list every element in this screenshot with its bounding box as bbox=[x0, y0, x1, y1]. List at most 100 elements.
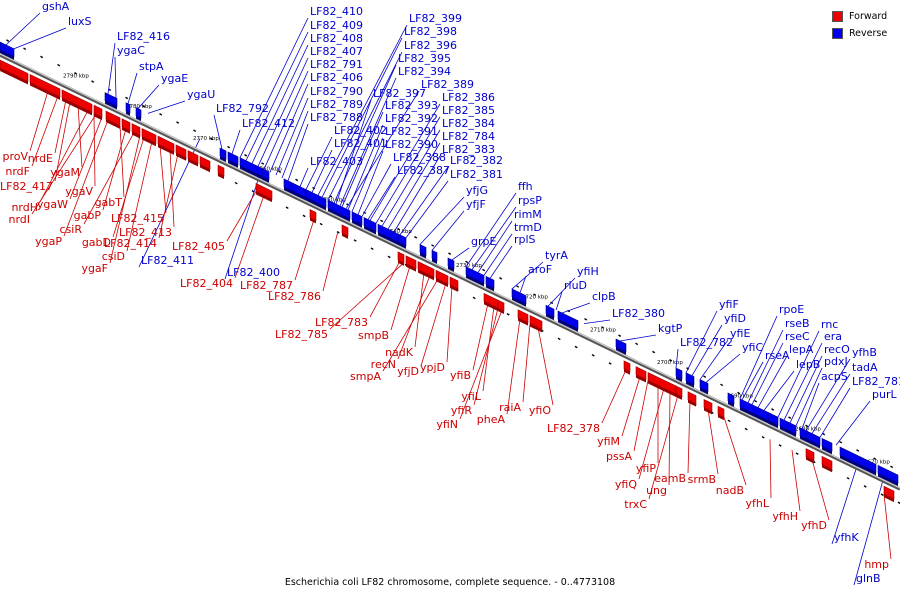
forward-gene-label[interactable]: ygaP bbox=[35, 235, 62, 248]
reverse-gene-label[interactable]: yfiF bbox=[719, 298, 739, 311]
forward-gene-label[interactable]: LF82_414 bbox=[104, 237, 157, 250]
reverse-gene-label[interactable]: LF82_391 bbox=[385, 125, 438, 138]
reverse-gene-label[interactable]: LF82_790 bbox=[310, 85, 363, 98]
reverse-gene-label[interactable]: yfhK bbox=[834, 531, 859, 544]
forward-gene-label[interactable]: ygaW bbox=[37, 198, 68, 211]
forward-gene-label[interactable]: hmp bbox=[864, 558, 889, 571]
forward-gene-label[interactable]: gabT bbox=[95, 196, 123, 209]
forward-gene-label[interactable]: yfiP bbox=[636, 462, 656, 475]
forward-gene-label[interactable]: raiA bbox=[499, 401, 521, 414]
forward-gene-label[interactable]: csiR bbox=[60, 223, 83, 236]
reverse-gene-label[interactable]: rseB bbox=[785, 317, 810, 330]
reverse-gene-label[interactable]: recO bbox=[824, 343, 850, 356]
reverse-gene-label[interactable]: yfiD bbox=[724, 312, 746, 325]
forward-gene-label[interactable]: eamB bbox=[654, 472, 686, 485]
forward-gene-label[interactable]: yfhL bbox=[746, 497, 770, 510]
reverse-gene-label[interactable]: LF82_382 bbox=[450, 154, 503, 167]
reverse-gene-label[interactable]: ffh bbox=[518, 180, 533, 193]
forward-gene-label[interactable]: nadK bbox=[385, 346, 414, 359]
forward-gene-label[interactable]: smpB bbox=[358, 329, 389, 342]
reverse-gene-label[interactable]: rplS bbox=[514, 233, 536, 246]
reverse-gene-label[interactable]: LF82_782 bbox=[680, 336, 733, 349]
reverse-gene-label[interactable]: LF82_781 bbox=[852, 375, 900, 388]
forward-gene-label[interactable]: yfiN bbox=[436, 418, 458, 431]
forward-gene-label[interactable]: ygaV bbox=[65, 185, 93, 198]
forward-gene-label[interactable]: yfiL bbox=[461, 390, 481, 403]
reverse-gene-label[interactable]: LF82_393 bbox=[385, 99, 438, 112]
reverse-gene-label[interactable]: rseA bbox=[765, 349, 790, 362]
reverse-gene-label[interactable]: LF82_409 bbox=[310, 19, 363, 32]
reverse-gene-label[interactable]: LF82_791 bbox=[310, 58, 363, 71]
reverse-gene-label[interactable]: rluD bbox=[564, 279, 587, 292]
forward-gene-label[interactable]: ygaF bbox=[81, 262, 108, 275]
reverse-gene-label[interactable]: ygaC bbox=[117, 44, 145, 57]
reverse-gene-label[interactable]: LF82_384 bbox=[442, 117, 495, 130]
reverse-gene-label[interactable]: rimM bbox=[514, 208, 542, 221]
reverse-gene-label[interactable]: purL bbox=[872, 388, 897, 401]
forward-gene-label[interactable]: ygaM bbox=[50, 166, 80, 179]
reverse-gene-label[interactable]: yfjG bbox=[466, 184, 488, 197]
forward-gene-label[interactable]: trxC bbox=[624, 498, 647, 511]
forward-gene-label[interactable]: yfhH bbox=[772, 510, 798, 523]
reverse-gene-label[interactable]: luxS bbox=[68, 15, 92, 28]
reverse-gene-label[interactable]: LF82_392 bbox=[385, 112, 438, 125]
reverse-gene-label[interactable]: clpB bbox=[592, 290, 616, 303]
reverse-gene-label[interactable]: LF82_408 bbox=[310, 32, 363, 45]
reverse-gene-label[interactable]: LF82_411 bbox=[141, 254, 194, 267]
reverse-gene-label[interactable]: tadA bbox=[852, 361, 878, 374]
forward-gene-label[interactable]: yfiQ bbox=[615, 478, 637, 491]
forward-gene-label[interactable]: nadB bbox=[716, 484, 744, 497]
reverse-gene-label[interactable]: LF82_403 bbox=[310, 155, 363, 168]
forward-gene-label[interactable]: pheA bbox=[477, 413, 506, 426]
forward-gene-label[interactable]: nrdI bbox=[8, 213, 30, 226]
forward-gene-label[interactable]: ung bbox=[646, 484, 667, 497]
reverse-gene-label[interactable]: rseC bbox=[785, 330, 810, 343]
reverse-gene-label[interactable]: LF82_400 bbox=[227, 266, 280, 279]
forward-gene-label[interactable]: LF82_417 bbox=[0, 180, 53, 193]
forward-gene-label[interactable]: srmB bbox=[688, 473, 716, 486]
forward-gene-label[interactable]: LF82_415 bbox=[111, 212, 164, 225]
reverse-gene-label[interactable]: yfiE bbox=[730, 327, 750, 340]
reverse-gene-label[interactable]: LF82_407 bbox=[310, 45, 363, 58]
reverse-gene-label[interactable]: LF82_389 bbox=[421, 78, 474, 91]
forward-gene-label[interactable]: proV bbox=[2, 150, 28, 163]
reverse-gene-label[interactable]: grpE bbox=[471, 235, 496, 248]
reverse-gene-label[interactable]: rpsP bbox=[518, 194, 542, 207]
reverse-gene-label[interactable]: LF82_387 bbox=[397, 164, 450, 177]
reverse-gene-label[interactable]: acpS bbox=[821, 370, 848, 383]
reverse-gene-label[interactable]: LF82_416 bbox=[117, 30, 170, 43]
reverse-gene-label[interactable]: LF82_792 bbox=[216, 102, 269, 115]
reverse-gene-label[interactable]: LF82_396 bbox=[404, 39, 457, 52]
reverse-gene-label[interactable]: LF82_406 bbox=[310, 71, 363, 84]
reverse-gene-label[interactable]: ygaU bbox=[187, 88, 215, 101]
reverse-gene-label[interactable]: LF82_412 bbox=[242, 117, 295, 130]
forward-gene-label[interactable]: LF82_786 bbox=[268, 290, 321, 303]
reverse-gene-label[interactable]: trmD bbox=[514, 221, 542, 234]
reverse-gene-label[interactable]: yfhB bbox=[852, 346, 877, 359]
reverse-gene-label[interactable]: era bbox=[824, 330, 842, 343]
forward-gene-label[interactable]: LF82_413 bbox=[119, 226, 172, 239]
forward-gene-label[interactable]: LF82_404 bbox=[180, 277, 233, 290]
forward-gene-label[interactable]: yfjD bbox=[397, 365, 419, 378]
reverse-gene-label[interactable]: LF82_383 bbox=[442, 143, 495, 156]
reverse-gene-label[interactable]: yfjF bbox=[466, 198, 486, 211]
forward-gene-label[interactable]: nrdE bbox=[28, 152, 53, 165]
reverse-gene-label[interactable]: LF82_381 bbox=[450, 168, 503, 181]
reverse-gene-label[interactable]: kgtP bbox=[658, 322, 683, 335]
forward-gene-label[interactable]: LF82_787 bbox=[240, 279, 293, 292]
reverse-gene-label[interactable]: gshA bbox=[42, 0, 70, 13]
reverse-gene-label[interactable]: lepB bbox=[796, 358, 820, 371]
forward-gene-label[interactable]: yfhD bbox=[801, 519, 827, 532]
reverse-gene-label[interactable]: LF82_401 bbox=[334, 137, 387, 150]
forward-gene-label[interactable]: yfiM bbox=[597, 435, 620, 448]
forward-gene-label[interactable]: LF82_785 bbox=[275, 328, 328, 341]
reverse-gene-label[interactable]: LF82_380 bbox=[612, 307, 665, 320]
reverse-gene-label[interactable]: LF82_402 bbox=[334, 124, 387, 137]
forward-gene-label[interactable]: yfiO bbox=[529, 404, 551, 417]
forward-gene-label[interactable]: LF82_783 bbox=[315, 316, 368, 329]
reverse-gene-label[interactable]: LF82_386 bbox=[442, 91, 495, 104]
reverse-gene-label[interactable]: tyrA bbox=[545, 249, 568, 262]
forward-gene-label[interactable]: yfiR bbox=[451, 404, 472, 417]
reverse-gene-label[interactable]: rnc bbox=[821, 318, 838, 331]
reverse-gene-label[interactable]: LF82_789 bbox=[310, 98, 363, 111]
